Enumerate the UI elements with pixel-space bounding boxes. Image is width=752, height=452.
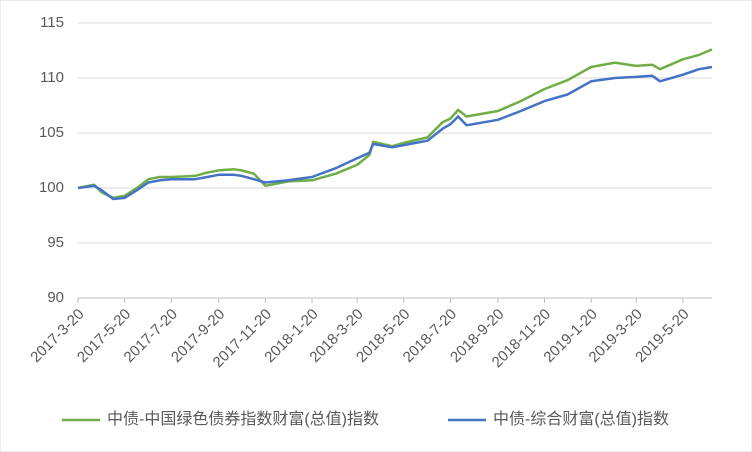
legend-label: 中债-综合财富(总值)指数	[493, 410, 669, 428]
y-tick-label: 95	[47, 234, 64, 251]
y-tick-label: 100	[39, 179, 64, 196]
y-tick-label: 105	[39, 124, 64, 141]
y-tick-label: 90	[47, 289, 64, 306]
series-line	[77, 48, 713, 200]
legend-label: 中债-中国绿色债券指数财富(总值)指数	[107, 410, 379, 428]
series-line	[77, 65, 713, 201]
y-tick-label: 110	[40, 69, 64, 86]
y-tick-label: 115	[40, 14, 64, 31]
